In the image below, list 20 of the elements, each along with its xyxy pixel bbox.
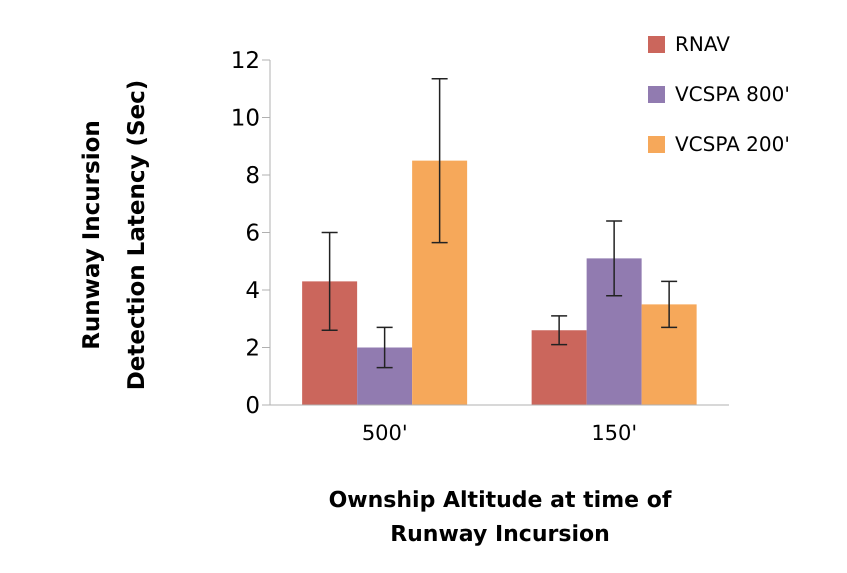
bar [586, 258, 642, 405]
y-axis-title: Runway Incursion Detection Latency (Sec) [78, 78, 151, 392]
bar [357, 348, 412, 405]
bar [302, 281, 358, 405]
y-tick-label: 10 [230, 106, 260, 132]
y-tick-label: 2 [245, 336, 260, 362]
y-tick-label: 12 [230, 48, 260, 74]
x-tick-label: 500' [362, 420, 408, 445]
bar [642, 304, 697, 405]
legend-label: VCSPA 800' [675, 82, 790, 106]
y-tick-label: 0 [245, 393, 260, 420]
bar [412, 160, 468, 405]
y-tick-label: 6 [245, 220, 260, 247]
x-tick-label: 150' [591, 420, 638, 445]
y-tick-label: 4 [245, 278, 260, 304]
bar [532, 330, 587, 405]
x-axis-title: Ownship Altitude at time of Runway Incursion [328, 487, 673, 549]
legend-label: VCSPA 200' [675, 132, 790, 156]
legend-label: RNAV [675, 32, 730, 56]
y-tick-label: 8 [245, 163, 260, 190]
